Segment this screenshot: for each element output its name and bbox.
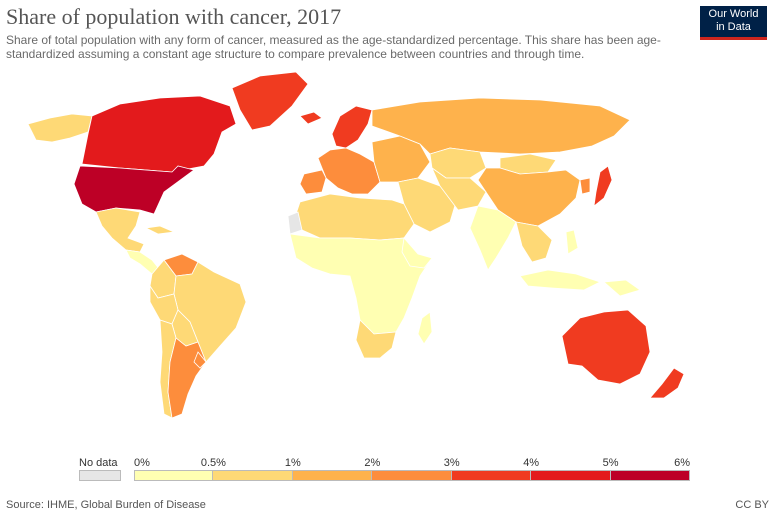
- legend-bin[interactable]: [372, 470, 452, 481]
- legend-tick-label: 0%: [134, 457, 150, 469]
- license-link[interactable]: CC BY: [735, 499, 769, 511]
- owid-logo[interactable]: Our World in Data: [700, 6, 767, 40]
- legend-bin[interactable]: [134, 470, 214, 481]
- region-alaska[interactable]: [27, 113, 93, 143]
- legend-bin[interactable]: [451, 470, 532, 481]
- region-russia[interactable]: [371, 97, 631, 155]
- region-papua-new-guinea[interactable]: [603, 279, 641, 297]
- legend-no-data-swatch: [79, 470, 121, 481]
- legend-bin[interactable]: [531, 470, 611, 481]
- region-china[interactable]: [477, 167, 581, 227]
- world-map[interactable]: [0, 62, 777, 452]
- region-canada[interactable]: [81, 95, 237, 173]
- region-india[interactable]: [469, 205, 517, 271]
- region-iceland[interactable]: [299, 111, 323, 125]
- region-cuba[interactable]: [144, 225, 176, 235]
- chart-subtitle: Share of total population with any form …: [6, 33, 661, 61]
- legend-tick-label: 3%: [443, 457, 460, 469]
- legend-bin[interactable]: [213, 470, 293, 481]
- region-ethiopia[interactable]: [401, 237, 433, 269]
- region-indonesia[interactable]: [519, 269, 602, 291]
- logo-line-2: in Data: [716, 21, 751, 33]
- legend-tick-label: 5%: [602, 457, 619, 469]
- legend-tick-label: 1%: [284, 457, 301, 469]
- chart-title: Share of population with cancer, 2017: [6, 4, 342, 29]
- region-greenland[interactable]: [231, 71, 309, 131]
- legend-bin[interactable]: [292, 470, 373, 481]
- legend-bin[interactable]: [610, 470, 690, 481]
- region-australia[interactable]: [561, 309, 651, 385]
- region-argentina[interactable]: [167, 337, 207, 419]
- region-philippines[interactable]: [565, 229, 579, 255]
- legend-tick-label: 0.5%: [200, 457, 226, 469]
- legend-tick-label: 4%: [523, 457, 540, 469]
- logo-line-1: Our World: [708, 8, 759, 20]
- region-uruguay[interactable]: [193, 351, 207, 369]
- source-note[interactable]: Source: IHME, Global Burden of Disease: [6, 499, 206, 511]
- region-new-zealand[interactable]: [649, 367, 685, 399]
- region-mexico[interactable]: [95, 207, 145, 253]
- legend-no-data-label: No data: [79, 457, 118, 469]
- region-south-africa[interactable]: [355, 319, 397, 359]
- region-iberia[interactable]: [299, 169, 327, 195]
- region-western-europe[interactable]: [317, 147, 381, 195]
- region-scandinavia[interactable]: [331, 105, 373, 149]
- legend-tick-label: 6%: [674, 457, 690, 469]
- legend-tick-label: 2%: [364, 457, 381, 469]
- region-iran-central-asia[interactable]: [431, 166, 487, 211]
- region-southeast-asia[interactable]: [515, 221, 553, 263]
- region-japan[interactable]: [593, 165, 613, 207]
- region-united-states[interactable]: [73, 165, 195, 215]
- region-sub-saharan-africa[interactable]: [289, 233, 433, 335]
- region-korea[interactable]: [579, 177, 591, 195]
- region-north-africa[interactable]: [295, 193, 415, 241]
- region-western-sahara[interactable]: [287, 211, 303, 235]
- region-madagascar[interactable]: [417, 311, 433, 345]
